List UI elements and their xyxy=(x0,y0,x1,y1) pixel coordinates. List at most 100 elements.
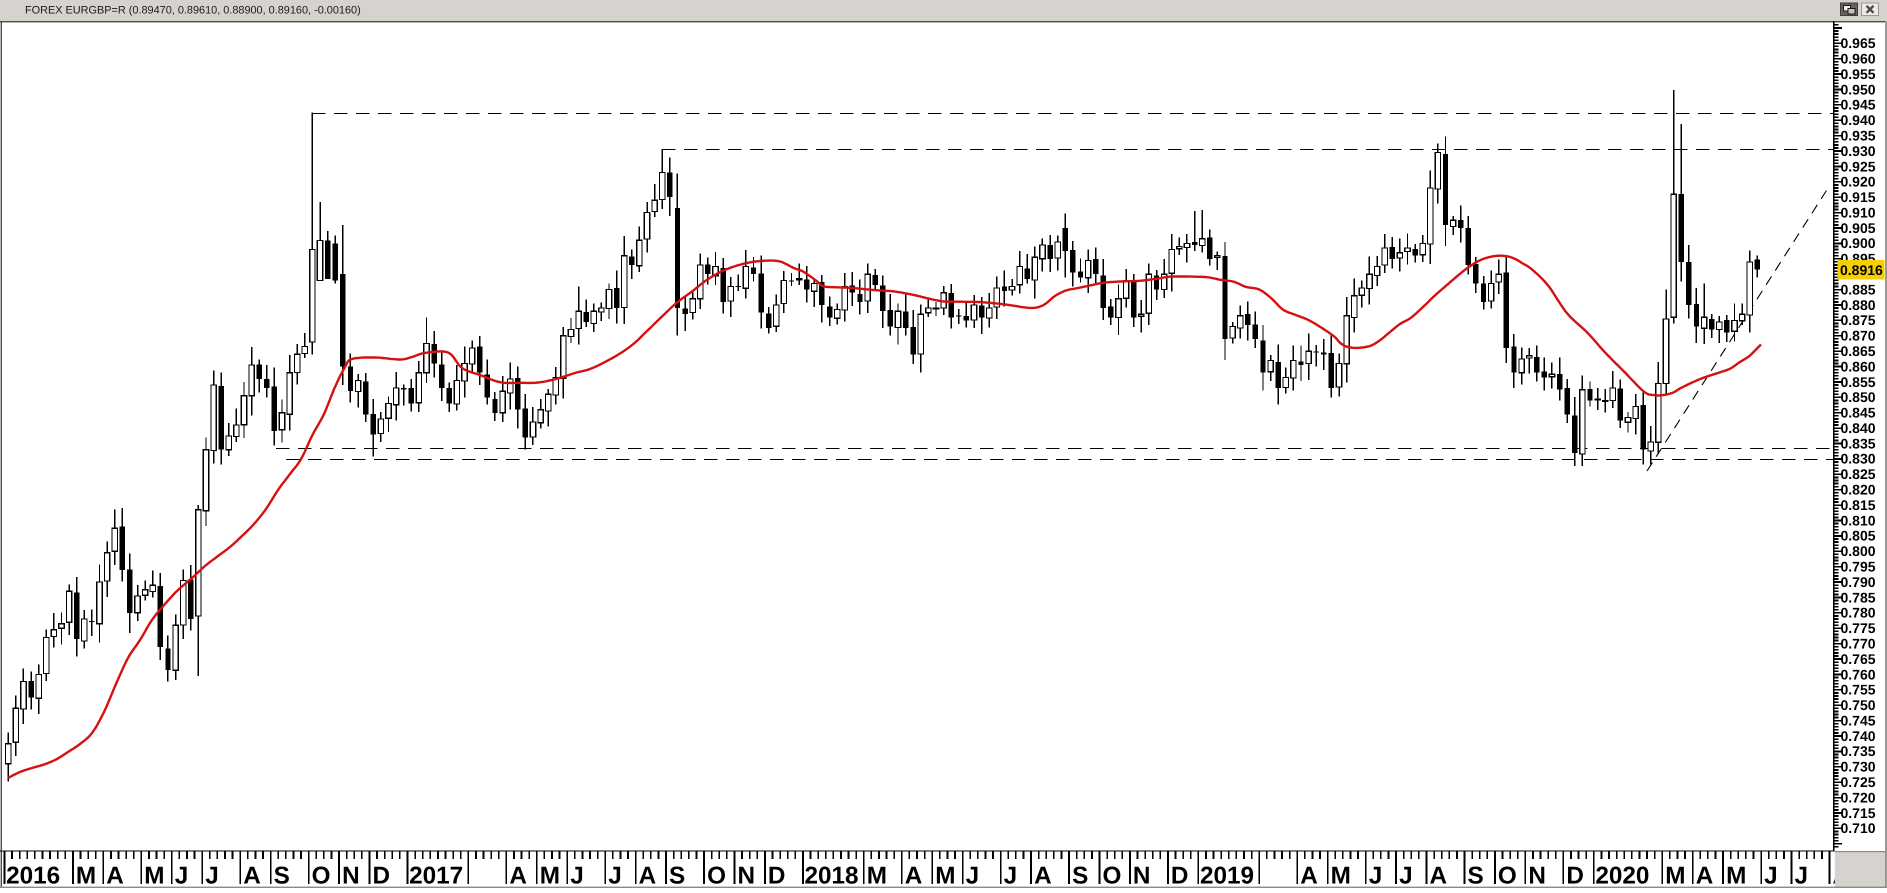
svg-text:0.825: 0.825 xyxy=(1841,466,1876,482)
svg-text:2019: 2019 xyxy=(1200,863,1254,889)
svg-text:O: O xyxy=(1498,863,1517,889)
svg-text:0.965: 0.965 xyxy=(1841,35,1876,51)
svg-text:0.855: 0.855 xyxy=(1841,374,1876,390)
svg-text:N: N xyxy=(738,863,756,889)
svg-text:0.920: 0.920 xyxy=(1841,174,1876,190)
svg-text:J: J xyxy=(205,863,219,889)
svg-text:0.725: 0.725 xyxy=(1841,774,1876,790)
svg-text:0.780: 0.780 xyxy=(1841,605,1876,621)
svg-text:M: M xyxy=(867,863,887,889)
svg-text:0.885: 0.885 xyxy=(1841,281,1876,297)
svg-text:S: S xyxy=(1468,863,1484,889)
svg-text:A: A xyxy=(243,863,261,889)
svg-text:0.915: 0.915 xyxy=(1841,189,1876,205)
svg-text:0.720: 0.720 xyxy=(1841,789,1876,805)
svg-text:0.715: 0.715 xyxy=(1841,805,1876,821)
svg-text:0.945: 0.945 xyxy=(1841,97,1876,113)
svg-text:0.750: 0.750 xyxy=(1841,697,1876,713)
svg-text:0.865: 0.865 xyxy=(1841,343,1876,359)
svg-text:J: J xyxy=(1004,863,1018,889)
svg-text:0.925: 0.925 xyxy=(1841,158,1876,174)
svg-text:0.765: 0.765 xyxy=(1841,651,1876,667)
svg-text:J: J xyxy=(1369,863,1383,889)
svg-text:0.900: 0.900 xyxy=(1841,235,1876,251)
svg-text:M: M xyxy=(1331,863,1351,889)
svg-text:0.745: 0.745 xyxy=(1841,712,1876,728)
svg-text:0.800: 0.800 xyxy=(1841,543,1876,559)
svg-text:0.880: 0.880 xyxy=(1841,297,1876,313)
svg-text:0.760: 0.760 xyxy=(1841,666,1876,682)
svg-text:0.810: 0.810 xyxy=(1841,512,1876,528)
svg-text:0.875: 0.875 xyxy=(1841,312,1876,328)
svg-text:0.805: 0.805 xyxy=(1841,528,1876,544)
svg-text:0.845: 0.845 xyxy=(1841,405,1876,421)
svg-text:J: J xyxy=(966,863,980,889)
svg-text:0.935: 0.935 xyxy=(1841,127,1876,143)
svg-text:N: N xyxy=(1133,863,1151,889)
svg-text:0.8916: 0.8916 xyxy=(1840,262,1883,278)
svg-text:S: S xyxy=(1072,863,1088,889)
svg-text:FOREX EURGBP=R (0.89470, 0.896: FOREX EURGBP=R (0.89470, 0.89610, 0.8890… xyxy=(25,4,361,16)
svg-text:O: O xyxy=(707,863,726,889)
svg-text:0.840: 0.840 xyxy=(1841,420,1876,436)
svg-text:A: A xyxy=(1430,863,1448,889)
svg-text:J: J xyxy=(175,863,189,889)
svg-text:D: D xyxy=(1566,863,1584,889)
svg-text:M: M xyxy=(935,863,955,889)
svg-text:A: A xyxy=(1034,863,1052,889)
svg-text:0.770: 0.770 xyxy=(1841,635,1876,651)
svg-text:0.730: 0.730 xyxy=(1841,759,1876,775)
svg-text:D: D xyxy=(768,863,786,889)
svg-text:0.860: 0.860 xyxy=(1841,358,1876,374)
svg-text:0.740: 0.740 xyxy=(1841,728,1876,744)
svg-text:S: S xyxy=(274,863,290,889)
svg-text:M: M xyxy=(1665,863,1685,889)
svg-text:M: M xyxy=(540,863,560,889)
svg-text:0.795: 0.795 xyxy=(1841,559,1876,575)
svg-text:0.735: 0.735 xyxy=(1841,743,1876,759)
svg-text:A: A xyxy=(509,863,527,889)
svg-text:J: J xyxy=(608,863,622,889)
svg-text:M: M xyxy=(1726,863,1746,889)
svg-text:O: O xyxy=(312,863,331,889)
svg-text:0.905: 0.905 xyxy=(1841,220,1876,236)
svg-text:0.710: 0.710 xyxy=(1841,820,1876,836)
svg-text:0.775: 0.775 xyxy=(1841,620,1876,636)
svg-text:2018: 2018 xyxy=(805,863,859,889)
svg-text:0.870: 0.870 xyxy=(1841,328,1876,344)
svg-text:N: N xyxy=(1528,863,1546,889)
svg-text:M: M xyxy=(76,863,96,889)
svg-text:A: A xyxy=(1300,863,1318,889)
svg-text:0.785: 0.785 xyxy=(1841,589,1876,605)
svg-text:0.830: 0.830 xyxy=(1841,451,1876,467)
svg-text:0.910: 0.910 xyxy=(1841,204,1876,220)
svg-text:0.815: 0.815 xyxy=(1841,497,1876,513)
svg-text:N: N xyxy=(342,863,360,889)
svg-text:0.960: 0.960 xyxy=(1841,50,1876,66)
svg-text:S: S xyxy=(669,863,685,889)
svg-text:M: M xyxy=(144,863,164,889)
svg-text:A: A xyxy=(1696,863,1714,889)
svg-text:O: O xyxy=(1103,863,1122,889)
svg-text:J: J xyxy=(1795,863,1809,889)
svg-text:D: D xyxy=(373,863,391,889)
svg-text:A: A xyxy=(639,863,657,889)
svg-text:A: A xyxy=(106,863,124,889)
svg-text:0.790: 0.790 xyxy=(1841,574,1876,590)
svg-text:D: D xyxy=(1171,863,1189,889)
svg-text:2016: 2016 xyxy=(6,863,60,889)
svg-text:A: A xyxy=(905,863,923,889)
svg-text:J: J xyxy=(1399,863,1413,889)
svg-text:0.940: 0.940 xyxy=(1841,112,1876,128)
svg-text:J: J xyxy=(1764,863,1778,889)
svg-text:0.950: 0.950 xyxy=(1841,81,1876,97)
svg-text:0.955: 0.955 xyxy=(1841,66,1876,82)
svg-text:0.820: 0.820 xyxy=(1841,482,1876,498)
svg-text:2017: 2017 xyxy=(409,863,463,889)
svg-text:0.850: 0.850 xyxy=(1841,389,1876,405)
svg-text:J: J xyxy=(570,863,584,889)
svg-text:0.755: 0.755 xyxy=(1841,682,1876,698)
svg-text:0.835: 0.835 xyxy=(1841,435,1876,451)
svg-text:0.930: 0.930 xyxy=(1841,143,1876,159)
svg-text:2020: 2020 xyxy=(1595,863,1649,889)
